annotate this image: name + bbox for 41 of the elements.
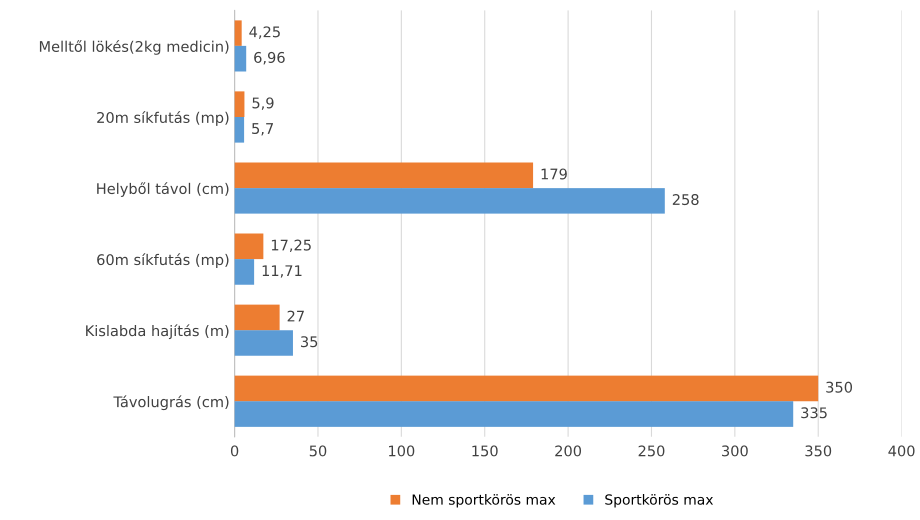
x-tick-label: 300 <box>722 445 748 456</box>
data-label: 350 <box>826 382 852 393</box>
y-tick-label: 60m síkfutás (mp) <box>97 253 228 268</box>
bar <box>234 46 246 72</box>
x-tick-label: 100 <box>389 445 414 456</box>
bar <box>234 91 244 117</box>
x-tick-label: 200 <box>555 445 582 456</box>
bar <box>234 188 665 214</box>
legend-label: Nem sportkörös max <box>412 494 556 508</box>
data-label: 5,7 <box>252 123 273 136</box>
data-label: 27 <box>288 310 304 322</box>
bar <box>234 117 244 143</box>
bar <box>234 259 254 285</box>
y-tick-label: 20m síkfutás (mp) <box>97 111 228 126</box>
data-label: 35 <box>301 336 318 348</box>
x-tick-label: 350 <box>805 445 832 456</box>
bar <box>234 234 264 260</box>
bar <box>234 304 280 330</box>
data-label: 4,25 <box>249 26 280 39</box>
bar <box>234 20 242 46</box>
y-tick-label: Kislabda hajítás (m) <box>86 324 228 340</box>
y-tick-label: Helyből távol (cm) <box>97 182 228 197</box>
data-label: 179 <box>542 168 567 180</box>
x-tick-label: 150 <box>472 445 498 456</box>
data-label: 335 <box>801 407 827 418</box>
x-tick-label: 0 <box>230 445 238 456</box>
legend-label: Sportkörös max <box>605 494 714 508</box>
x-tick-label: 50 <box>310 445 326 456</box>
data-label: 258 <box>672 194 699 206</box>
data-label: 11,71 <box>262 265 302 278</box>
x-tick-label: 400 <box>888 445 915 456</box>
data-label: 5,9 <box>252 97 274 110</box>
y-tick-label: Távolugrás (cm) <box>113 395 228 410</box>
data-label: 6,96 <box>254 52 285 64</box>
bar <box>234 330 293 356</box>
bar <box>234 376 818 402</box>
data-label: 17,25 <box>272 240 311 252</box>
bar <box>234 162 534 188</box>
x-tick-label: 250 <box>638 445 664 456</box>
bar <box>234 401 794 427</box>
y-tick-label: Melltől lökés(2kg medicin) <box>40 40 228 55</box>
